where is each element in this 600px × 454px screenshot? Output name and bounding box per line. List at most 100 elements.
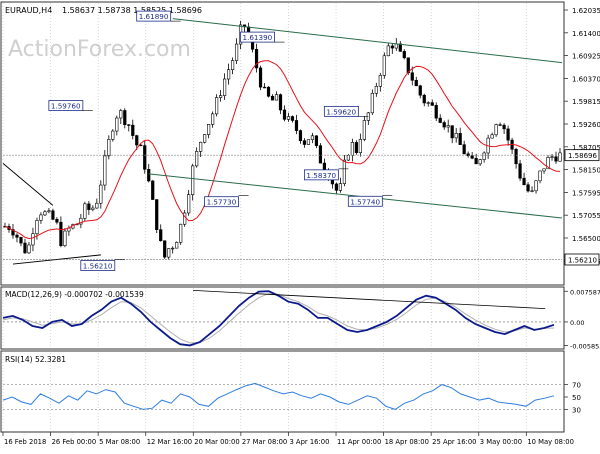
candle-body [294, 120, 299, 131]
macd-tick-label: 0.00 [570, 319, 584, 327]
annotation-label: 1.59620 [326, 107, 356, 116]
candle-body [522, 177, 526, 186]
candle-body [203, 134, 207, 143]
candle-body [230, 60, 235, 71]
time-tick-label: 3 Apr 16:00 [289, 438, 329, 446]
candle-body [482, 152, 486, 160]
price-tick-label: 1.60370 [572, 75, 600, 83]
candle-body [346, 155, 350, 161]
annotation-box [136, 10, 172, 22]
candle-body [266, 86, 271, 97]
candle-body [418, 85, 422, 96]
annotation-box [240, 31, 275, 43]
candle-body [258, 67, 263, 88]
candle-body [159, 229, 163, 242]
candle-body [274, 94, 279, 101]
rsi-tick-label: 50 [572, 394, 581, 402]
price-tick-label: 1.62035 [572, 7, 600, 15]
macd-layer: 0.007587 0.00 -0.005853 [2, 288, 600, 351]
time-tick-label: 18 Apr 08:00 [385, 438, 429, 446]
candle-body [31, 233, 35, 246]
candle-body [286, 116, 291, 120]
candle-body [342, 159, 346, 184]
candle-body [502, 124, 506, 130]
candle-body [402, 51, 406, 59]
candle-body [151, 180, 155, 200]
candle-body [338, 183, 342, 191]
time-tick-label: 3 May 00:00 [480, 438, 522, 446]
candle-body [219, 95, 223, 98]
candle-body [59, 221, 63, 247]
candle-body [318, 145, 323, 164]
candle-body [223, 78, 227, 96]
candle-body [442, 122, 446, 128]
annotation-box [303, 169, 339, 181]
candle-body [51, 210, 55, 220]
candle-body [11, 229, 15, 236]
price-tick-label: 1.57055 [572, 212, 600, 220]
wedge-lower-line [12, 254, 101, 265]
candle-body [135, 135, 139, 146]
macd-signal-line [2, 293, 555, 344]
candle-body [302, 140, 307, 145]
candle-body [211, 113, 215, 125]
candle-body [422, 94, 426, 104]
candle-body [278, 94, 283, 111]
candle-body [43, 211, 47, 216]
candle-body [414, 79, 418, 87]
candle-body [95, 202, 99, 209]
candle-body [262, 86, 267, 89]
candle-body [171, 247, 175, 250]
candle-body [15, 234, 19, 238]
candle-body [518, 163, 522, 179]
candle-body [354, 142, 358, 154]
candle-body [191, 165, 195, 195]
candle-body [99, 184, 103, 204]
candle-body [446, 125, 450, 128]
candle-body [226, 69, 231, 80]
candle-body [490, 134, 494, 139]
candle-body [87, 203, 91, 210]
candle-body [426, 102, 430, 104]
candle-body [498, 124, 502, 126]
candle-body [382, 55, 386, 76]
candle-body [23, 242, 27, 254]
candle-body [215, 97, 219, 115]
candle-body [450, 125, 454, 139]
candle-body [378, 75, 382, 87]
candle-body [115, 117, 119, 132]
candle-body [506, 128, 510, 141]
rsi-tick-label: 30 [572, 406, 581, 414]
annotation-box [204, 196, 239, 208]
candle-body [195, 151, 199, 167]
time-tick-label: 20 Mar 00:00 [194, 438, 239, 446]
macd-panel-frame [0, 286, 565, 350]
time-tick-label: 12 Mar 16:00 [147, 438, 192, 446]
candle-body [530, 190, 534, 192]
candle-body [462, 144, 466, 155]
macd-tick-label: -0.005853 [570, 343, 600, 351]
annotation-label: 1.57740 [350, 197, 380, 206]
annotation-box [323, 105, 359, 117]
candle-body [550, 156, 554, 158]
candle-body [63, 230, 67, 247]
candle-body [163, 240, 167, 258]
candle-body [306, 139, 311, 145]
rsi-panel-frame [0, 350, 565, 433]
level-price-box-label: 1.56210 [568, 256, 597, 264]
macd-line [2, 290, 555, 347]
annotation-label: 1.57730 [207, 198, 237, 207]
candle-body [111, 130, 115, 140]
time-axis: 16 Feb 2018 26 Feb 00:00 5 Mar 08:00 12 Mar… [2, 432, 574, 446]
candle-body [131, 124, 135, 136]
channel-upper-line [172, 18, 563, 64]
annotation-label: 1.58370 [306, 171, 336, 180]
price-tick-label: 1.59815 [572, 98, 600, 106]
wedge-upper-line [2, 163, 54, 206]
candle-body [179, 223, 183, 243]
candle-body [398, 43, 402, 52]
candle-body [47, 210, 51, 213]
candle-body [147, 169, 151, 182]
candle-body [83, 203, 87, 219]
